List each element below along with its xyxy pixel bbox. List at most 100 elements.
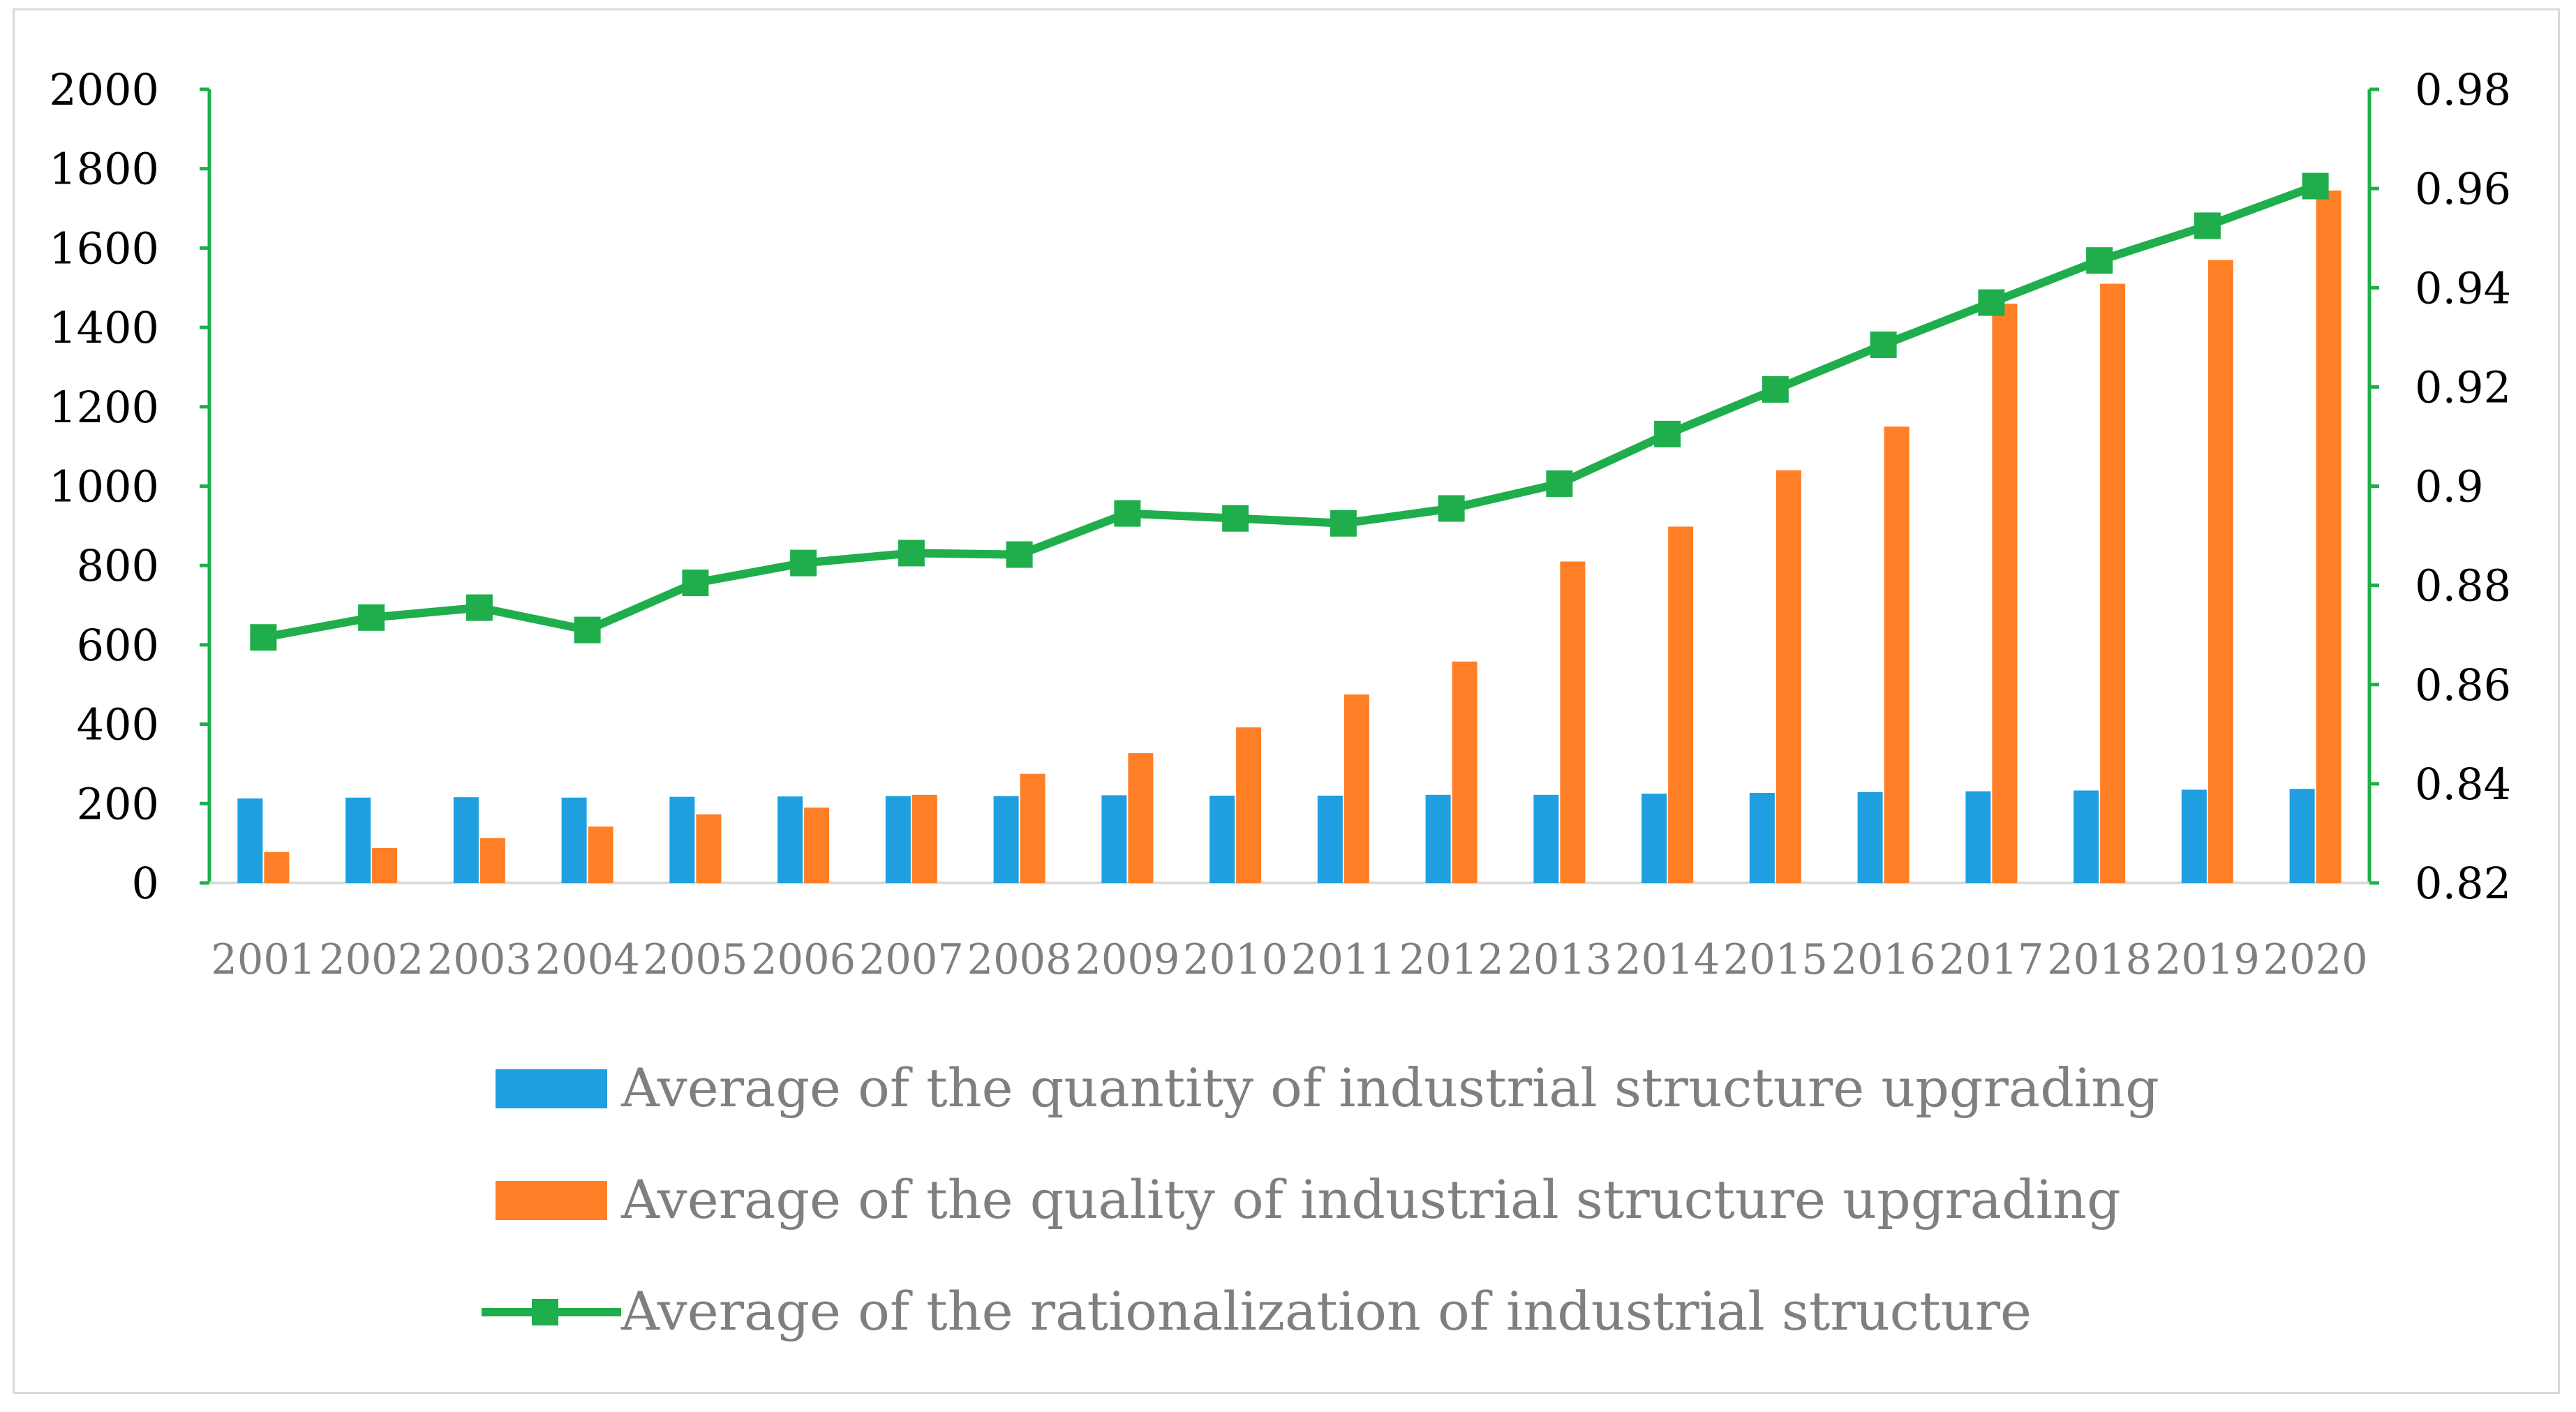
left-tick-label: 1600 [49,223,159,274]
quantity-bar [1425,794,1451,883]
legend: Average of the quantity of industrial st… [482,1057,2159,1342]
quality-bar [1343,694,1369,883]
rationalization-marker [574,616,601,644]
rationalization-marker [1654,420,1681,447]
rationalization-marker [2086,247,2113,274]
rationalization-marker [682,570,709,597]
quality-bar [1884,426,1909,883]
quality-bar [1452,661,1477,883]
quality-bar [1668,526,1694,883]
rationalization-marker [466,594,493,621]
quantity-bar [2074,790,2099,883]
chart-frame [13,8,2560,1394]
legend-label: Average of the quantity of industrial st… [620,1057,2159,1119]
quantity-bar [2289,789,2315,883]
quality-bar [264,852,290,883]
right-tick-label: 0.94 [2415,262,2511,313]
legend-swatch [496,1069,607,1108]
rationalization-marker [2302,172,2329,200]
rationalization-marker [1114,500,1141,527]
quality-bar [479,838,505,883]
x-tick-label: 2007 [859,935,964,984]
x-tick-label: 2015 [1723,935,1828,984]
x-tick-label: 2006 [751,935,856,984]
right-tick-label: 0.82 [2415,858,2511,909]
x-tick-label: 2018 [2047,935,2152,984]
rationalization-marker [1330,510,1357,537]
quality-bar [911,794,937,883]
x-tick-label: 2020 [2263,935,2368,984]
rationalization-marker [2194,212,2221,239]
right-tick-label: 0.92 [2415,362,2511,413]
x-tick-label: 2009 [1075,935,1179,984]
x-tick-label: 2005 [643,935,747,984]
left-tick-label: 1400 [49,302,159,353]
quantity-bar [993,796,1019,883]
quality-bar [804,807,830,883]
quality-bar [1020,773,1045,883]
rationalization-marker [1006,541,1033,568]
quality-bar [2208,260,2233,884]
left-tick-label: 200 [77,778,159,829]
right-tick-label: 0.96 [2415,163,2511,214]
quality-bar [588,826,613,883]
quantity-bar [1857,792,1883,883]
x-tick-label: 2011 [1291,935,1396,984]
quantity-bar [1209,795,1235,883]
quality-bar [1236,727,1262,883]
rationalization-marker [1762,376,1789,403]
line-series [250,172,2329,651]
x-tick-label: 2017 [1939,935,2043,984]
x-tick-label: 2010 [1183,935,1288,984]
x-tick-label: 2002 [319,935,424,984]
bars [237,190,2342,884]
x-tick-label: 2014 [1615,935,1720,984]
x-tick-label: 2019 [2155,935,2260,984]
legend-marker [532,1299,558,1325]
quantity-bar [1965,791,1991,883]
x-tick-label: 2004 [535,935,640,984]
axes [200,87,2379,885]
x-tick-label: 2012 [1399,935,1504,984]
quality-bar [2316,190,2342,883]
quality-bar [1560,561,1586,883]
x-tick-label: 2008 [967,935,1072,984]
quality-bar [2100,283,2126,883]
quantity-bar [885,796,911,883]
left-tick-label: 1000 [49,461,159,512]
left-tick-label: 800 [77,540,159,591]
quantity-bar [561,797,587,883]
rationalization-marker [790,549,817,577]
left-tick-label: 1200 [49,382,159,433]
quantity-bar [1317,795,1343,883]
quantity-bar [669,796,695,883]
left-tick-label: 600 [77,620,159,671]
legend-swatch [496,1181,607,1220]
quantity-bar [1641,794,1667,883]
right-tick-label: 0.9 [2415,461,2484,512]
rationalization-marker [250,624,277,651]
right-tick-label: 0.98 [2415,64,2511,115]
rationalization-marker [898,540,925,567]
left-tick-label: 2000 [49,64,159,115]
quantity-bar [1101,795,1127,883]
quantity-bar [345,797,371,883]
quantity-bar [1749,792,1775,883]
rationalization-marker [1222,505,1249,532]
legend-label: Average of the quality of industrial str… [620,1168,2121,1231]
x-tick-label: 2001 [211,935,315,984]
x-tick-label: 2003 [427,935,532,984]
rationalization-marker [1546,470,1573,497]
rationalization-marker [1978,289,2005,316]
left-tick-label: 0 [132,858,159,909]
x-tick-label: 2016 [1831,935,1936,984]
quality-bar [372,847,398,883]
quality-bar [1992,303,2018,883]
left-tick-label: 1800 [49,144,159,195]
rationalization-marker [358,604,385,631]
rationalization-line [262,181,2317,642]
rationalization-marker [1438,495,1465,522]
quality-bar [696,814,722,883]
quantity-bar [2181,789,2207,883]
